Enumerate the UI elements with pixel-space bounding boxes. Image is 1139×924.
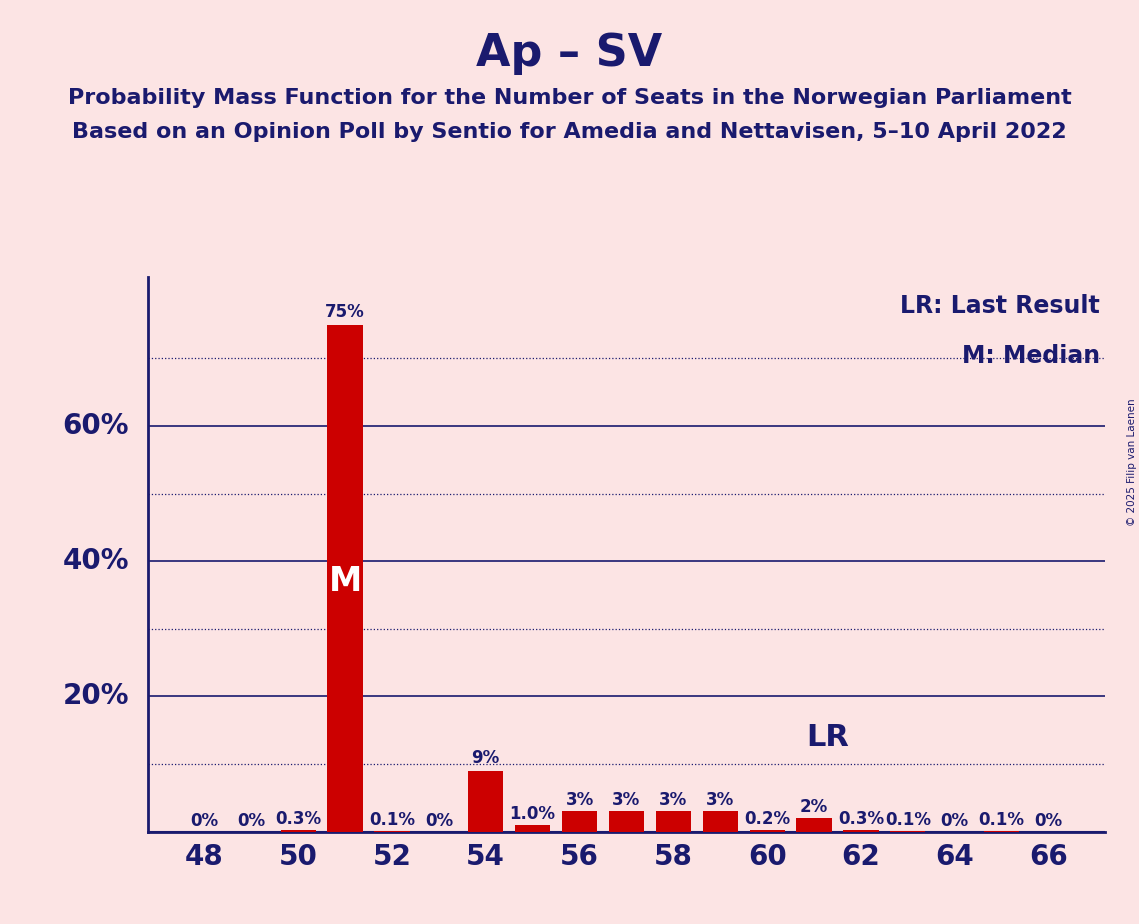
Bar [796, 818, 831, 832]
Text: 0.1%: 0.1% [978, 811, 1025, 829]
Bar [749, 831, 785, 832]
Text: 9%: 9% [472, 749, 500, 767]
Bar [656, 811, 691, 832]
Text: 3%: 3% [659, 791, 688, 809]
Bar [703, 811, 738, 832]
Bar [468, 771, 503, 832]
Text: Ap – SV: Ap – SV [476, 32, 663, 76]
Text: 3%: 3% [706, 791, 735, 809]
Text: 1.0%: 1.0% [509, 805, 556, 822]
Text: M: Median: M: Median [962, 344, 1100, 368]
Text: 0.3%: 0.3% [838, 809, 884, 828]
Text: M: M [328, 565, 362, 598]
Bar [515, 825, 550, 832]
Text: © 2025 Filip van Laenen: © 2025 Filip van Laenen [1126, 398, 1137, 526]
Bar [843, 830, 878, 832]
Text: 0%: 0% [1034, 811, 1063, 830]
Text: 0.1%: 0.1% [885, 811, 931, 829]
Text: 0%: 0% [237, 811, 265, 830]
Bar [327, 324, 362, 832]
Text: LR: Last Result: LR: Last Result [900, 294, 1100, 318]
Text: 40%: 40% [63, 547, 129, 575]
Text: 0.2%: 0.2% [744, 810, 790, 828]
Text: 0%: 0% [941, 811, 969, 830]
Text: LR: LR [806, 723, 850, 752]
Text: 2%: 2% [800, 798, 828, 816]
Text: 3%: 3% [565, 791, 593, 809]
Bar [280, 830, 316, 832]
Bar [562, 811, 597, 832]
Text: 60%: 60% [63, 412, 129, 440]
Text: 3%: 3% [613, 791, 640, 809]
Text: Based on an Opinion Poll by Sentio for Amedia and Nettavisen, 5–10 April 2022: Based on an Opinion Poll by Sentio for A… [72, 122, 1067, 142]
Text: Probability Mass Function for the Number of Seats in the Norwegian Parliament: Probability Mass Function for the Number… [67, 88, 1072, 108]
Text: 75%: 75% [325, 303, 364, 322]
Text: 0%: 0% [190, 811, 219, 830]
Bar [609, 811, 644, 832]
Text: 0.3%: 0.3% [276, 809, 321, 828]
Text: 0.1%: 0.1% [369, 811, 415, 829]
Text: 20%: 20% [63, 683, 129, 711]
Text: 0%: 0% [425, 811, 453, 830]
